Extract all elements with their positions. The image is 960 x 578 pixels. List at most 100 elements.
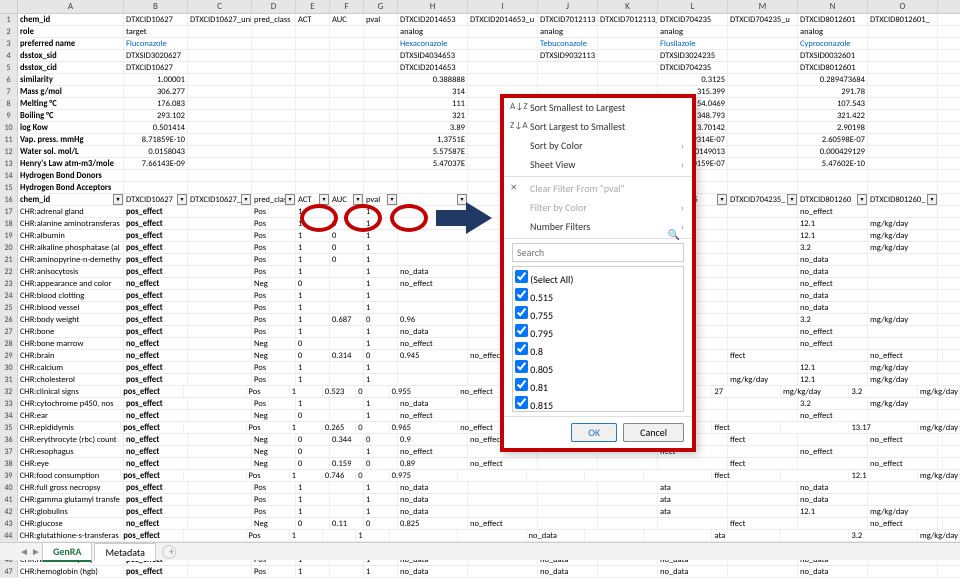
- cell[interactable]: 1: [364, 326, 398, 337]
- cell[interactable]: [938, 350, 943, 361]
- cell[interactable]: CHR:epididymis: [18, 422, 122, 433]
- cell[interactable]: no_effect: [798, 278, 868, 289]
- cell[interactable]: DTXCID704235_▾: [728, 194, 798, 205]
- cell[interactable]: ata: [658, 506, 728, 517]
- cell[interactable]: [330, 134, 364, 145]
- cell[interactable]: pos_effect: [124, 206, 188, 217]
- cell[interactable]: pos_effect: [124, 302, 188, 313]
- cell[interactable]: [330, 122, 364, 133]
- cell[interactable]: [188, 338, 252, 349]
- cell[interactable]: [296, 26, 330, 37]
- cell[interactable]: 0: [356, 422, 389, 433]
- cell[interactable]: pos_effect: [124, 218, 188, 229]
- cell[interactable]: pos_effect: [124, 254, 188, 265]
- cell[interactable]: [398, 374, 468, 385]
- cell[interactable]: DTXCID10627_uni: [188, 14, 252, 25]
- cell[interactable]: 1: [364, 362, 398, 373]
- cell[interactable]: [798, 518, 868, 529]
- cell[interactable]: [868, 170, 938, 181]
- cell[interactable]: CHR:appearance and color: [18, 278, 124, 289]
- row-number[interactable]: 37: [0, 446, 18, 457]
- cell[interactable]: Neg: [252, 410, 296, 421]
- cell[interactable]: CHR:albumin: [18, 230, 124, 241]
- cell[interactable]: [527, 470, 586, 481]
- cell[interactable]: [538, 482, 598, 493]
- cell[interactable]: [644, 530, 712, 541]
- cell[interactable]: Neg: [252, 278, 296, 289]
- filter-search-input[interactable]: [512, 243, 684, 262]
- cell[interactable]: [188, 494, 252, 505]
- cell[interactable]: [252, 134, 296, 145]
- cell[interactable]: [781, 470, 849, 481]
- filter-check-item[interactable]: 0.515: [515, 287, 681, 305]
- cell[interactable]: 2.90198: [798, 122, 868, 133]
- cell[interactable]: [728, 74, 798, 85]
- cell[interactable]: no_effect: [124, 278, 188, 289]
- cell[interactable]: 0: [364, 518, 398, 529]
- cell[interactable]: no_data: [398, 398, 468, 409]
- cell[interactable]: Pos: [252, 398, 296, 409]
- cell[interactable]: [538, 74, 598, 85]
- filter-dropdown-icon[interactable]: ▾: [241, 194, 251, 205]
- cell[interactable]: CHR:bone: [18, 326, 124, 337]
- cell[interactable]: [728, 410, 798, 421]
- cell[interactable]: no_data: [398, 266, 468, 277]
- cell[interactable]: 0.3125: [658, 74, 728, 85]
- cell[interactable]: 12.1: [798, 230, 868, 241]
- cell[interactable]: target: [124, 26, 188, 37]
- row-number[interactable]: 12: [0, 146, 18, 157]
- cell[interactable]: 0.965: [390, 422, 458, 433]
- cell[interactable]: [188, 230, 252, 241]
- cell[interactable]: Pos: [252, 302, 296, 313]
- cell[interactable]: pos_effect: [121, 470, 184, 481]
- cell[interactable]: [188, 158, 252, 169]
- cell[interactable]: [598, 38, 658, 49]
- cell[interactable]: CHR:hemoglobin (hgb): [18, 566, 124, 577]
- cell[interactable]: pos_effect: [124, 230, 188, 241]
- cell[interactable]: [330, 494, 364, 505]
- cell[interactable]: [364, 110, 398, 121]
- cell[interactable]: [728, 230, 798, 241]
- cell[interactable]: mg/kg/day: [868, 362, 938, 373]
- cell[interactable]: 0: [364, 434, 398, 445]
- cell[interactable]: no_data: [798, 482, 868, 493]
- cell[interactable]: 1: [364, 206, 398, 217]
- cell[interactable]: no_data: [527, 530, 586, 541]
- cell[interactable]: [728, 38, 798, 49]
- cell[interactable]: 3.2: [849, 386, 917, 397]
- cell[interactable]: pred_clas▾: [252, 194, 296, 205]
- filter-dropdown-icon[interactable]: ▾: [177, 194, 187, 205]
- cell[interactable]: CHR:body weight: [18, 314, 124, 325]
- row-number[interactable]: 23: [0, 278, 18, 289]
- cell[interactable]: Pos: [252, 506, 296, 517]
- cell[interactable]: [364, 122, 398, 133]
- cell[interactable]: [598, 74, 658, 85]
- cell[interactable]: mg/kg/day: [868, 230, 938, 241]
- row-number[interactable]: 17: [0, 206, 18, 217]
- cell[interactable]: [868, 134, 938, 145]
- cell[interactable]: CHR:alkaline phosphatase (al: [18, 242, 124, 253]
- cell[interactable]: [188, 182, 252, 193]
- cell[interactable]: [598, 62, 658, 73]
- cell[interactable]: Vap. press. mmHg: [18, 134, 124, 145]
- cell[interactable]: pred_class: [252, 14, 296, 25]
- cell[interactable]: no_data: [798, 254, 868, 265]
- cell[interactable]: 1: [296, 566, 330, 577]
- cell[interactable]: 1: [296, 266, 330, 277]
- cell[interactable]: 1: [364, 290, 398, 301]
- cell[interactable]: [188, 518, 252, 529]
- cell[interactable]: [468, 566, 538, 577]
- cell[interactable]: [728, 326, 798, 337]
- cell[interactable]: [868, 266, 938, 277]
- cell[interactable]: [398, 362, 468, 373]
- cell[interactable]: no_data: [798, 494, 868, 505]
- cell[interactable]: 1: [296, 314, 330, 325]
- cell[interactable]: 0.945: [398, 350, 468, 361]
- cell[interactable]: [728, 242, 798, 253]
- row-number[interactable]: 6: [0, 74, 18, 85]
- cell[interactable]: [188, 458, 252, 469]
- cell[interactable]: Neg: [252, 350, 296, 361]
- cell[interactable]: [330, 74, 364, 85]
- cell[interactable]: [188, 506, 252, 517]
- cell[interactable]: Pos: [252, 230, 296, 241]
